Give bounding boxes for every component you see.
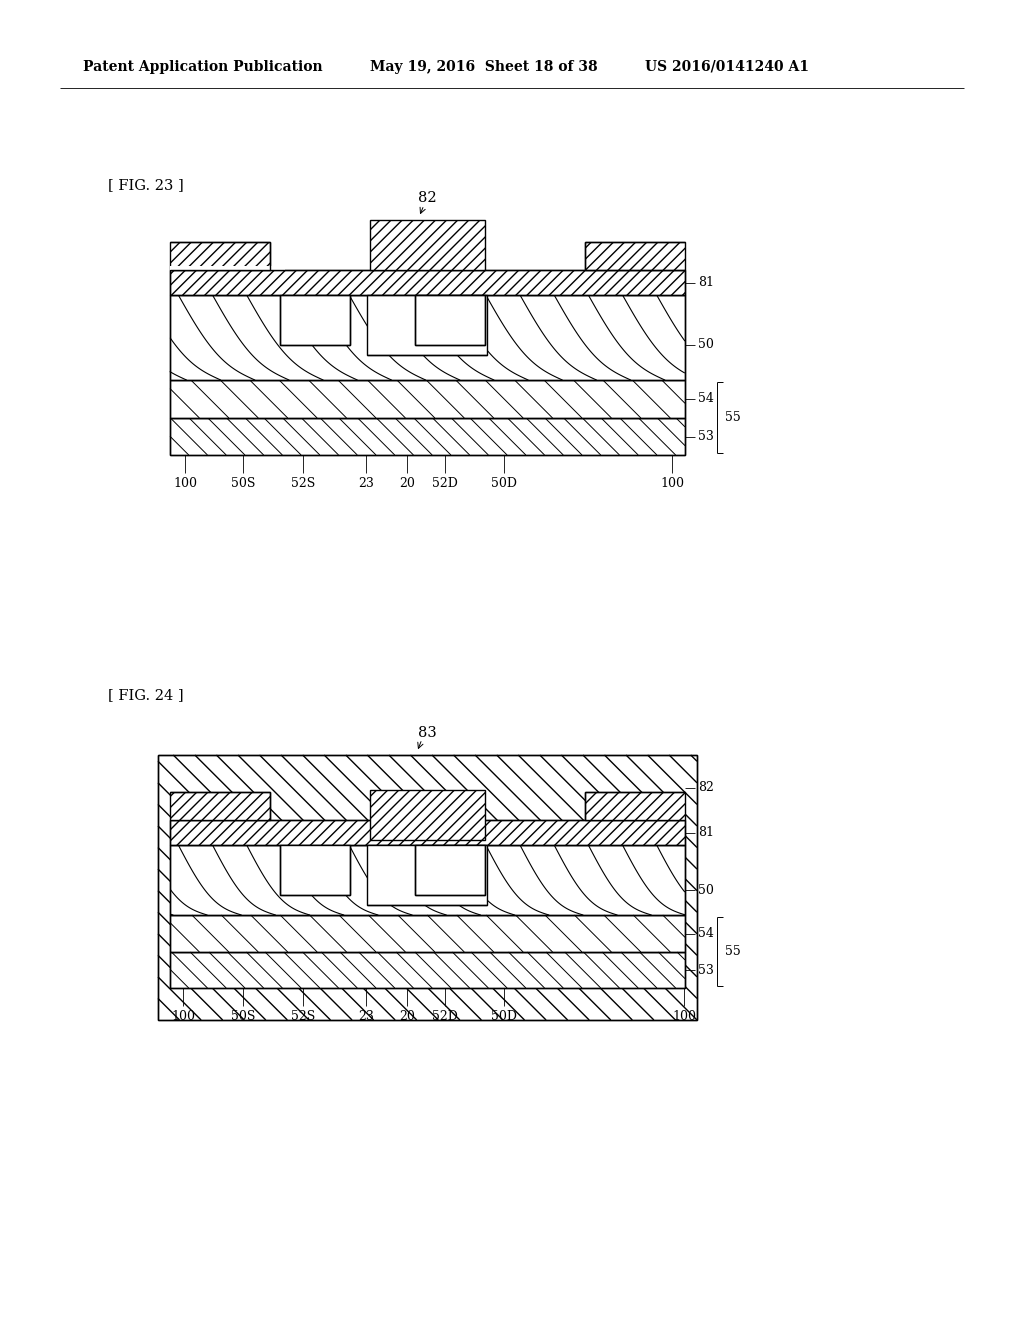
- Text: 100: 100: [171, 1010, 195, 1023]
- Bar: [170, 915, 685, 952]
- Text: 81: 81: [698, 826, 714, 840]
- Text: 100: 100: [173, 477, 197, 490]
- Bar: [415, 845, 485, 895]
- Bar: [367, 845, 487, 906]
- Bar: [170, 271, 685, 294]
- Text: 20: 20: [399, 477, 415, 490]
- Bar: [158, 755, 697, 1020]
- Text: 50S: 50S: [230, 1010, 255, 1023]
- Bar: [170, 380, 685, 418]
- Bar: [370, 789, 484, 840]
- Bar: [170, 845, 685, 987]
- Text: Patent Application Publication: Patent Application Publication: [83, 59, 323, 74]
- Text: 52D: 52D: [432, 1010, 458, 1023]
- Text: May 19, 2016  Sheet 18 of 38: May 19, 2016 Sheet 18 of 38: [370, 59, 598, 74]
- Text: [ FIG. 24 ]: [ FIG. 24 ]: [108, 688, 183, 702]
- Bar: [415, 294, 485, 345]
- Text: 50S: 50S: [230, 477, 255, 490]
- Bar: [170, 294, 685, 380]
- Bar: [370, 220, 484, 271]
- Text: 82: 82: [418, 191, 436, 205]
- Bar: [585, 792, 685, 820]
- Text: 20: 20: [399, 1010, 415, 1023]
- Text: 53: 53: [698, 964, 714, 977]
- Text: 23: 23: [358, 1010, 374, 1023]
- Text: 52S: 52S: [291, 477, 315, 490]
- Bar: [170, 820, 685, 845]
- Bar: [280, 294, 350, 345]
- Text: 50D: 50D: [490, 477, 517, 490]
- Bar: [280, 845, 350, 895]
- Text: 50: 50: [698, 883, 714, 896]
- Text: 52D: 52D: [432, 477, 458, 490]
- Bar: [367, 294, 487, 355]
- Text: 52S: 52S: [291, 1010, 315, 1023]
- Text: 54: 54: [698, 927, 714, 940]
- Text: 54: 54: [698, 392, 714, 405]
- Text: 23: 23: [358, 477, 374, 490]
- Text: 50D: 50D: [490, 1010, 517, 1023]
- Text: 55: 55: [725, 411, 740, 424]
- Bar: [170, 267, 285, 271]
- Text: 50: 50: [698, 338, 714, 351]
- Text: 82: 82: [698, 781, 714, 795]
- Bar: [170, 792, 270, 820]
- Bar: [585, 242, 685, 271]
- Text: [ FIG. 23 ]: [ FIG. 23 ]: [108, 178, 183, 191]
- Bar: [170, 952, 685, 987]
- Bar: [170, 242, 270, 271]
- Text: 83: 83: [418, 726, 436, 741]
- Text: 81: 81: [698, 276, 714, 289]
- Text: 100: 100: [672, 1010, 696, 1023]
- Bar: [170, 845, 685, 915]
- Text: 100: 100: [660, 477, 684, 490]
- Text: 53: 53: [698, 430, 714, 444]
- Text: US 2016/0141240 A1: US 2016/0141240 A1: [645, 59, 809, 74]
- Bar: [170, 418, 685, 455]
- Text: 55: 55: [725, 945, 740, 958]
